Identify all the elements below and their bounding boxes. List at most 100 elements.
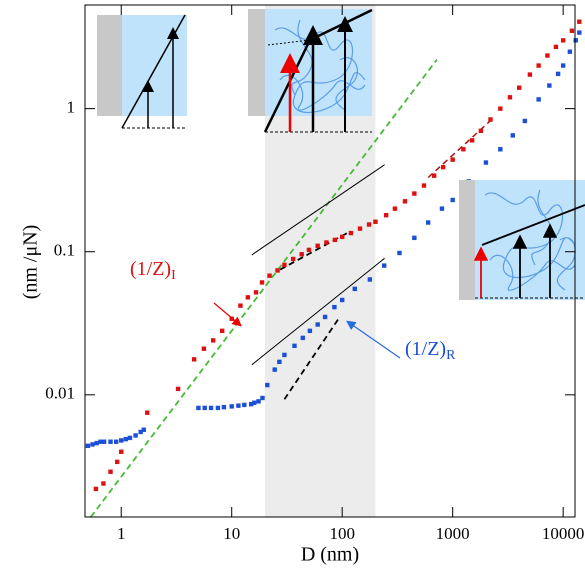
data-point	[113, 439, 119, 444]
data-point	[275, 268, 280, 273]
data-point	[381, 263, 387, 268]
inset-3	[459, 180, 585, 300]
data-point	[236, 403, 241, 408]
data-point	[421, 183, 427, 188]
data-point	[202, 405, 207, 411]
data-point	[483, 160, 489, 165]
data-point	[211, 338, 216, 343]
y-tick-label: 1	[67, 98, 76, 117]
data-point	[245, 295, 251, 300]
data-point	[498, 106, 503, 111]
y-tick-label: 0.1	[54, 241, 75, 260]
data-point	[215, 405, 221, 411]
data-point	[324, 240, 329, 245]
data-point	[412, 235, 417, 241]
data-point	[352, 286, 357, 292]
data-point	[90, 442, 95, 447]
data-point	[469, 138, 475, 143]
data-point	[507, 95, 513, 100]
series-label-sub: I	[171, 268, 176, 283]
data-point	[277, 359, 282, 365]
data-point	[431, 173, 437, 178]
data-point	[332, 304, 337, 310]
data-point	[547, 83, 552, 88]
data-point	[440, 164, 446, 170]
y-tick-label: 0.01	[45, 384, 75, 403]
data-point	[123, 436, 129, 442]
data-point	[115, 459, 120, 465]
data-point	[339, 297, 345, 303]
series-label: (1/Z)I	[130, 258, 176, 284]
data-point	[145, 410, 150, 415]
reference-line	[279, 230, 351, 271]
data-point	[366, 222, 372, 227]
data-point	[577, 19, 582, 24]
series-label-main: (1/Z)	[405, 338, 446, 360]
series-label-main: (1/Z)	[130, 258, 171, 280]
data-point	[461, 147, 466, 152]
data-point	[94, 440, 99, 446]
data-point	[555, 71, 561, 77]
data-point	[392, 206, 398, 211]
data-point	[119, 449, 124, 454]
data-point	[260, 395, 265, 401]
data-point	[259, 280, 265, 285]
data-point	[510, 133, 515, 138]
data-point	[402, 199, 408, 204]
data-point	[191, 357, 197, 362]
data-point	[478, 128, 484, 134]
y-axis-label: (nm /μN)	[20, 225, 42, 300]
data-point	[573, 38, 578, 43]
data-point	[450, 157, 455, 162]
data-point	[397, 250, 402, 256]
data-point	[119, 438, 124, 443]
x-tick-label: 1000	[436, 524, 470, 543]
data-point	[299, 252, 304, 257]
data-point	[290, 256, 296, 262]
data-point	[98, 439, 103, 444]
data-point	[560, 63, 566, 68]
series-label: (1/Z)R	[405, 338, 456, 364]
x-tick-label: 100	[329, 524, 355, 543]
annotation-arrow	[346, 320, 401, 359]
data-point	[242, 402, 247, 408]
data-point	[527, 72, 533, 77]
inset-2	[248, 8, 373, 133]
data-point	[300, 335, 305, 341]
data-point	[567, 49, 573, 54]
data-point	[108, 439, 113, 444]
data-point	[569, 28, 575, 33]
data-point	[282, 262, 287, 268]
data-point	[450, 197, 455, 203]
data-point	[322, 314, 328, 320]
reference-line	[427, 118, 494, 179]
data-point	[516, 85, 522, 90]
data-point	[127, 435, 133, 441]
reference-line	[283, 316, 341, 400]
series-label-sub: R	[446, 348, 456, 363]
line-layer	[90, 59, 494, 517]
data-point	[536, 97, 541, 102]
data-point	[85, 443, 91, 449]
annotation-arrow	[213, 302, 242, 327]
data-point	[292, 343, 297, 349]
data-point	[425, 220, 431, 225]
data-point	[267, 273, 272, 278]
reference-line	[90, 59, 438, 517]
data-point	[208, 405, 214, 411]
inset-1	[97, 14, 187, 129]
data-point	[265, 382, 270, 388]
reference-line	[251, 164, 385, 256]
data-point	[306, 247, 312, 253]
data-point	[248, 401, 254, 407]
data-point	[93, 486, 99, 492]
data-point	[315, 243, 320, 249]
data-point	[282, 352, 287, 358]
data-point	[498, 147, 503, 152]
data-point	[221, 404, 227, 410]
data-point	[560, 38, 566, 43]
data-point	[439, 206, 445, 211]
data-point	[238, 303, 243, 308]
data-point	[201, 346, 207, 351]
